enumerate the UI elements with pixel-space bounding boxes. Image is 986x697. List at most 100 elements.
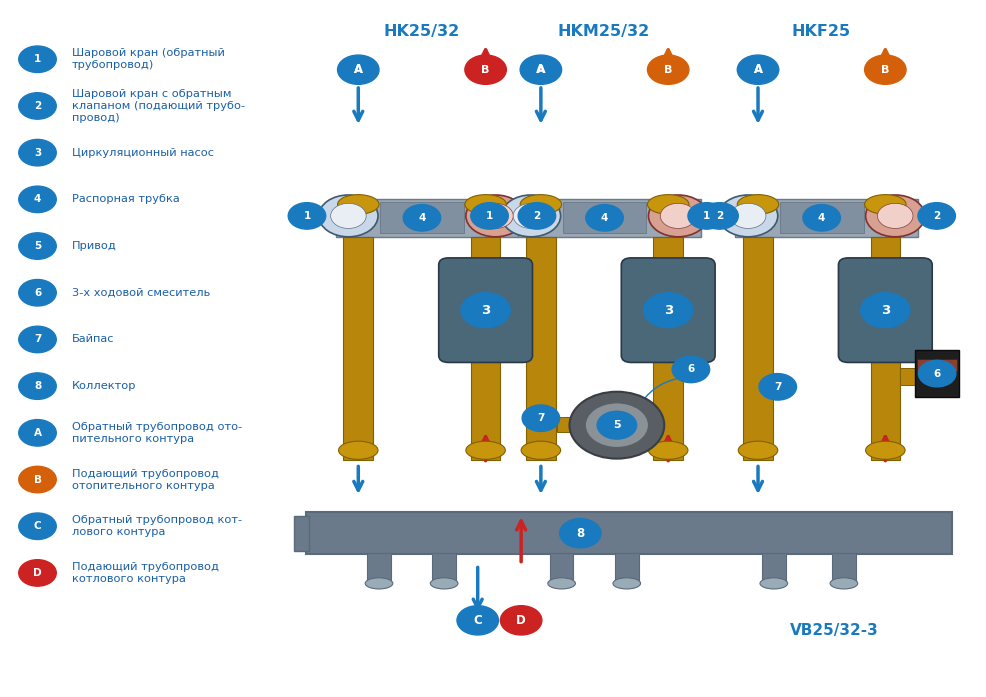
- Bar: [735, 199, 917, 237]
- Circle shape: [864, 55, 905, 84]
- Text: Обратный трубопровод кот-
лового контура: Обратный трубопровод кот- лового контура: [72, 515, 242, 537]
- Text: 8: 8: [34, 381, 41, 391]
- Circle shape: [19, 186, 56, 213]
- Ellipse shape: [738, 441, 777, 459]
- Circle shape: [586, 205, 623, 231]
- Bar: [518, 199, 700, 237]
- Circle shape: [19, 233, 56, 259]
- Ellipse shape: [547, 578, 575, 589]
- Text: 1: 1: [485, 211, 493, 221]
- Bar: [556, 417, 602, 432]
- Circle shape: [737, 55, 778, 84]
- Text: 3: 3: [880, 304, 889, 316]
- Text: 8: 8: [576, 527, 584, 539]
- Text: 2: 2: [932, 211, 940, 221]
- Text: HKF25: HKF25: [791, 24, 850, 39]
- Circle shape: [518, 203, 555, 229]
- Circle shape: [559, 519, 600, 548]
- Bar: [742, 237, 772, 460]
- Text: 7: 7: [34, 335, 41, 344]
- Circle shape: [718, 195, 777, 237]
- Ellipse shape: [430, 578, 458, 589]
- Circle shape: [19, 513, 56, 539]
- Circle shape: [470, 203, 508, 229]
- Text: VB25/32-3: VB25/32-3: [789, 623, 878, 638]
- Circle shape: [917, 360, 954, 387]
- Text: Шаровой кран (обратный
трубопровод): Шаровой кран (обратный трубопровод): [72, 48, 225, 70]
- Ellipse shape: [338, 441, 378, 459]
- Circle shape: [687, 203, 725, 229]
- Circle shape: [465, 195, 525, 237]
- Text: B: B: [664, 65, 671, 75]
- Ellipse shape: [365, 578, 392, 589]
- Text: A: A: [536, 65, 544, 75]
- Text: 6: 6: [933, 369, 940, 378]
- Circle shape: [19, 560, 56, 586]
- Circle shape: [802, 205, 840, 231]
- Ellipse shape: [864, 194, 905, 214]
- Circle shape: [917, 203, 954, 229]
- Bar: [549, 553, 573, 583]
- Circle shape: [19, 139, 56, 166]
- Text: 2: 2: [34, 101, 41, 111]
- Bar: [470, 237, 500, 460]
- Text: 4: 4: [600, 213, 607, 223]
- Bar: [432, 553, 456, 583]
- Circle shape: [569, 392, 664, 459]
- Text: A: A: [752, 63, 762, 76]
- Text: 1: 1: [34, 54, 41, 64]
- Ellipse shape: [648, 441, 687, 459]
- Text: A: A: [753, 65, 761, 75]
- Ellipse shape: [737, 194, 778, 214]
- Text: Коллектор: Коллектор: [72, 381, 136, 391]
- Bar: [335, 199, 518, 237]
- Text: HKM25/32: HKM25/32: [557, 24, 650, 39]
- FancyBboxPatch shape: [621, 258, 714, 362]
- Text: B: B: [34, 475, 41, 484]
- Text: 4: 4: [418, 213, 425, 223]
- Circle shape: [19, 279, 56, 306]
- Text: 1: 1: [702, 211, 710, 221]
- Circle shape: [501, 195, 560, 237]
- Circle shape: [457, 606, 498, 635]
- Circle shape: [647, 55, 688, 84]
- Text: D: D: [516, 614, 526, 627]
- Circle shape: [865, 195, 924, 237]
- Text: 3-х ходовой смеситель: 3-х ходовой смеситель: [72, 288, 210, 298]
- Ellipse shape: [520, 194, 561, 214]
- Text: 2: 2: [715, 211, 723, 221]
- Bar: [761, 553, 785, 583]
- Ellipse shape: [465, 441, 505, 459]
- Circle shape: [19, 420, 56, 446]
- Ellipse shape: [337, 194, 379, 214]
- Circle shape: [671, 356, 709, 383]
- Bar: [343, 237, 373, 460]
- Text: Привод: Привод: [72, 241, 116, 251]
- Ellipse shape: [865, 441, 904, 459]
- Text: A: A: [535, 63, 545, 76]
- Bar: [526, 237, 555, 460]
- Text: 7: 7: [536, 413, 544, 423]
- Circle shape: [500, 606, 541, 635]
- Text: Подающий трубопровод
отопительного контура: Подающий трубопровод отопительного конту…: [72, 468, 219, 491]
- FancyBboxPatch shape: [438, 258, 531, 362]
- Circle shape: [318, 195, 378, 237]
- Text: 5: 5: [34, 241, 41, 251]
- Circle shape: [648, 195, 707, 237]
- Circle shape: [522, 405, 559, 431]
- Ellipse shape: [612, 578, 640, 589]
- Circle shape: [730, 204, 765, 229]
- Circle shape: [643, 293, 692, 328]
- Text: 3: 3: [480, 304, 490, 316]
- Text: Циркуляционный насос: Циркуляционный насос: [72, 148, 214, 158]
- Circle shape: [585, 403, 648, 447]
- Text: 6: 6: [34, 288, 41, 298]
- FancyBboxPatch shape: [837, 258, 931, 362]
- Text: Распорная трубка: Распорная трубка: [72, 194, 179, 204]
- Circle shape: [597, 411, 636, 439]
- Bar: [306, 512, 951, 554]
- Circle shape: [330, 204, 366, 229]
- Circle shape: [660, 204, 695, 229]
- Circle shape: [464, 55, 506, 84]
- Circle shape: [700, 203, 738, 229]
